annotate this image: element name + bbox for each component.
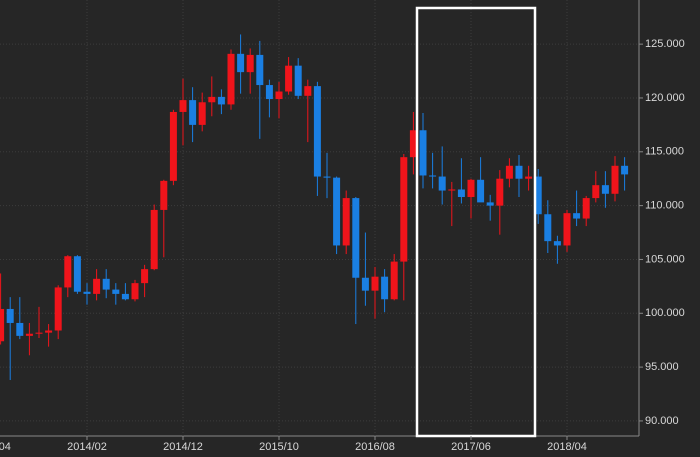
candle-body [611, 165, 619, 194]
candle-body [275, 91, 283, 100]
candle-body [352, 198, 360, 278]
candle-body [83, 291, 91, 294]
candle-body [160, 180, 168, 210]
candle-body [477, 179, 485, 203]
candle-body [256, 54, 264, 86]
y-tick-label: 100.000 [645, 307, 685, 319]
x-tick-label: 2017/06 [451, 441, 491, 453]
candle-body [409, 130, 417, 158]
x-tick-label: 2014/12 [163, 441, 203, 453]
candle-body [381, 276, 389, 300]
candle-body [73, 256, 81, 292]
candle-body [496, 178, 504, 206]
candle-body [0, 308, 5, 342]
y-tick-label: 95.000 [645, 361, 679, 373]
candle-body [323, 176, 331, 178]
candle-body [102, 278, 110, 290]
candle-body [208, 96, 216, 103]
y-tick-label: 120.000 [645, 92, 685, 104]
candle-body [25, 333, 33, 336]
candle-body [467, 179, 475, 198]
y-tick-label: 115.000 [645, 146, 684, 158]
candle-body [16, 322, 24, 336]
candle-body [112, 289, 120, 294]
x-tick-label: 2016/08 [355, 441, 395, 453]
candle-body [544, 214, 552, 242]
candle-body [390, 261, 398, 300]
candle-body [371, 276, 379, 291]
candle-body [294, 65, 302, 96]
candle-body [621, 165, 629, 175]
x-tick-label: 2013/04 [0, 441, 11, 453]
candle-body [121, 293, 129, 300]
plot-area [0, 0, 639, 436]
candle-body [563, 213, 571, 246]
candle-body [582, 198, 590, 219]
candle-body [304, 86, 312, 96]
candle-body [361, 277, 369, 291]
candle-body [573, 213, 581, 219]
candle-body [313, 86, 321, 177]
y-tick-label: 125.000 [645, 38, 685, 50]
candle-body [246, 54, 254, 73]
candle-body [592, 185, 600, 199]
candle-body [45, 330, 53, 333]
candle-body [169, 111, 177, 181]
candle-body [438, 176, 446, 191]
candle-body [131, 283, 139, 300]
candle-body [189, 100, 197, 125]
candle-body [93, 278, 101, 294]
candle-body [429, 175, 437, 177]
highlight-box [415, 6, 537, 438]
candle-body [150, 209, 158, 270]
y-tick-label: 90.000 [645, 415, 679, 427]
candle-body [342, 198, 350, 246]
candle-body [265, 85, 273, 100]
candle-body [400, 157, 408, 262]
candle-body [54, 287, 62, 331]
candle-body [198, 102, 206, 125]
candle-body [227, 53, 235, 105]
candle-body [217, 96, 225, 105]
candle-body [141, 269, 149, 284]
candle-body [505, 165, 513, 179]
x-tick-label: 2015/10 [259, 441, 299, 453]
y-tick-label: 110.000 [645, 200, 684, 212]
x-tick-label: 2014/02 [67, 441, 107, 453]
candle-body [525, 176, 533, 179]
candle-body [553, 241, 561, 246]
x-tick-label: 2018/04 [547, 441, 587, 453]
candle-body [486, 202, 494, 206]
candle-body [333, 177, 341, 246]
candle-body [448, 189, 456, 191]
candle-body [285, 65, 293, 92]
candle-body [534, 176, 542, 215]
candle-body [237, 53, 245, 73]
candle-body [6, 308, 14, 323]
candle-body [601, 185, 609, 194]
candle-body [419, 130, 427, 176]
candle-body [64, 256, 72, 288]
candle-body [457, 189, 465, 198]
y-tick-label: 105.000 [645, 253, 685, 265]
candle-body [35, 332, 43, 334]
candle-body [515, 165, 523, 179]
candle-body [179, 100, 187, 112]
